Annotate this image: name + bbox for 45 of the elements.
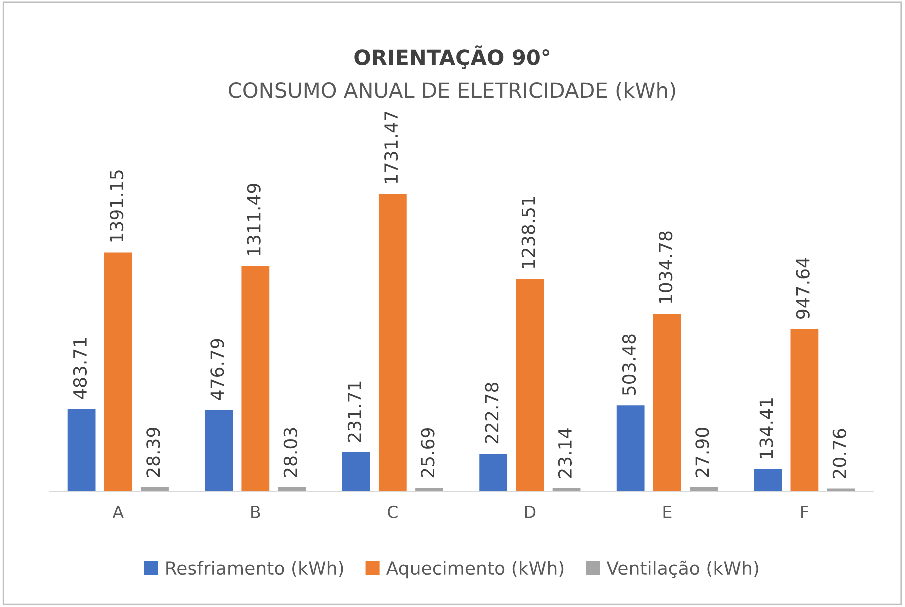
- data-label: 25.69: [421, 428, 435, 478]
- bar: [789, 328, 820, 492]
- bar: [204, 408, 234, 492]
- chart-subtitle: CONSUMO ANUAL DE ELETRICIDADE (kWh): [229, 82, 676, 101]
- bar: [66, 408, 98, 492]
- x-tick-label: D: [525, 506, 536, 518]
- data-label: 28.03: [284, 428, 298, 478]
- x-tick-label: F: [802, 506, 809, 518]
- bar: [478, 452, 509, 492]
- chart-title: ORIENTAÇÃO 90°: [354, 46, 550, 70]
- bar: [414, 486, 445, 492]
- legend-label: Aquecimento (kWh): [386, 561, 564, 579]
- data-label: 28.39: [146, 428, 160, 478]
- bar: [103, 251, 134, 492]
- data-label: 503.48: [622, 334, 636, 396]
- legend-label: Resfriamento (kWh): [166, 561, 344, 578]
- x-tick-label: A: [112, 506, 124, 518]
- data-label: 231.71: [348, 382, 362, 442]
- bar: [616, 404, 646, 492]
- data-label: 1311.49: [247, 184, 261, 256]
- data-label: 1391.15: [110, 170, 124, 242]
- bar: [752, 468, 784, 492]
- x-tick-label: B: [252, 506, 260, 518]
- bar: [652, 312, 683, 492]
- x-tick-label: C: [388, 506, 398, 518]
- data-label: 947.64: [796, 258, 810, 320]
- bar: [140, 486, 170, 492]
- bar: [514, 278, 546, 492]
- legend-label: Ventilação (kWh): [606, 560, 758, 578]
- x-tick-label: E: [664, 506, 672, 518]
- data-label: 1731.47: [384, 112, 398, 184]
- data-label: 23.14: [558, 428, 572, 478]
- bar: [378, 192, 408, 492]
- bar: [688, 486, 720, 492]
- bar: [276, 486, 308, 492]
- data-label: 27.90: [696, 428, 710, 478]
- bar: [240, 265, 271, 492]
- data-label: 1034.78: [659, 232, 673, 304]
- bar: [340, 451, 372, 492]
- data-label: 20.76: [832, 429, 847, 478]
- data-label: 476.79: [210, 339, 224, 400]
- data-label: 134.41: [760, 398, 774, 458]
- data-label: 222.78: [485, 383, 499, 444]
- data-label: 483.71: [73, 338, 88, 400]
- data-label: 1238.51: [522, 197, 536, 268]
